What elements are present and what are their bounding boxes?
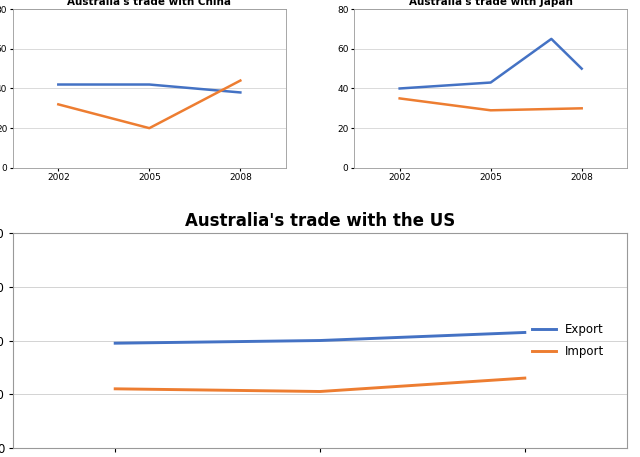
Title: Australia's trade with Japan: Australia's trade with Japan: [409, 0, 573, 7]
Title: Australia's trade with the US: Australia's trade with the US: [185, 212, 455, 230]
Legend: Export, Import: Export, Import: [527, 318, 609, 363]
Title: Australia's trade with China: Australia's trade with China: [67, 0, 231, 7]
